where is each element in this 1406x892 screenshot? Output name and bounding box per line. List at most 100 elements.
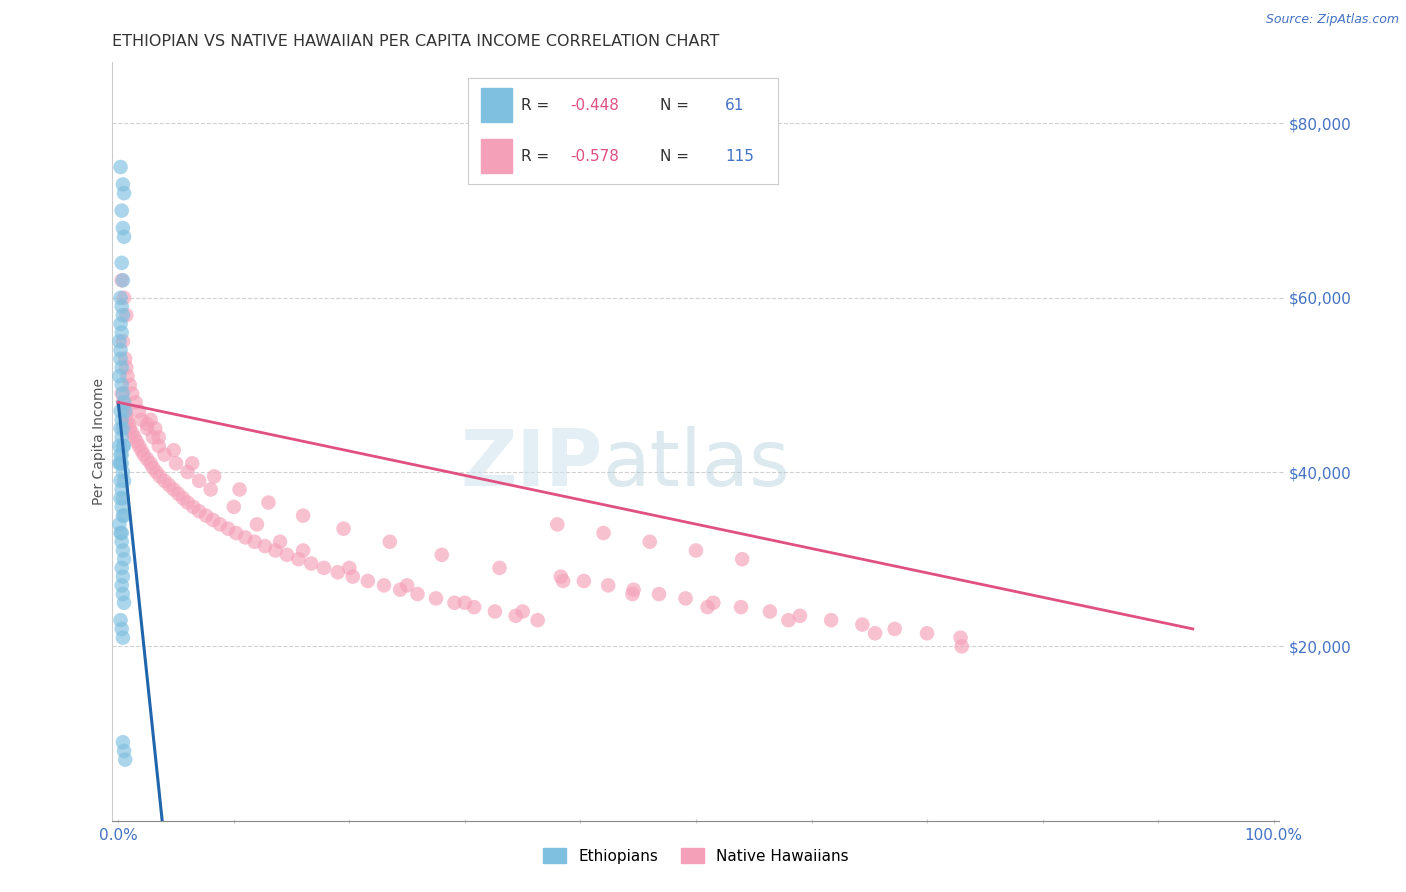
Point	[111, 622, 134, 636]
Point	[759, 605, 782, 619]
Point	[176, 495, 198, 509]
Point	[117, 369, 139, 384]
Point	[425, 591, 447, 606]
Point	[110, 448, 132, 462]
Point	[163, 443, 186, 458]
Point	[253, 539, 276, 553]
Point	[112, 508, 135, 523]
Point	[696, 600, 718, 615]
Point	[202, 469, 225, 483]
Point	[131, 413, 153, 427]
Point	[139, 413, 162, 427]
Point	[378, 534, 401, 549]
Point	[188, 474, 211, 488]
Point	[731, 552, 754, 566]
Point	[396, 578, 419, 592]
Point	[110, 613, 132, 627]
Y-axis label: Per Capita Income: Per Capita Income	[91, 378, 105, 505]
Point	[115, 409, 138, 423]
Point	[118, 417, 141, 431]
Point	[243, 534, 266, 549]
Point	[157, 478, 180, 492]
Point	[111, 395, 134, 409]
Point	[217, 522, 239, 536]
Point	[269, 534, 291, 549]
Point	[851, 617, 873, 632]
Point	[115, 308, 138, 322]
Point	[110, 456, 132, 470]
Point	[136, 417, 159, 431]
Point	[111, 735, 134, 749]
Point	[111, 508, 134, 523]
Point	[128, 439, 150, 453]
Point	[326, 566, 349, 580]
Point	[148, 430, 170, 444]
Point	[228, 483, 250, 497]
Point	[145, 465, 167, 479]
Point	[337, 561, 360, 575]
Point	[292, 543, 315, 558]
Point	[124, 430, 146, 444]
Point	[115, 360, 138, 375]
Point	[108, 517, 131, 532]
Point	[883, 622, 905, 636]
Point	[118, 377, 141, 392]
Point	[863, 626, 886, 640]
Point	[149, 469, 172, 483]
Point	[222, 500, 245, 514]
Point	[148, 439, 170, 453]
Point	[111, 483, 134, 497]
Point	[111, 430, 134, 444]
Point	[112, 400, 135, 414]
Point	[235, 530, 257, 544]
Point	[111, 456, 134, 470]
Point	[111, 377, 134, 392]
Point	[165, 456, 187, 470]
Point	[108, 456, 131, 470]
Point	[117, 413, 139, 427]
Point	[111, 360, 134, 375]
Point	[546, 517, 568, 532]
Point	[111, 439, 134, 453]
Point	[195, 508, 218, 523]
Point	[111, 491, 134, 506]
Point	[111, 421, 134, 435]
Point	[114, 404, 136, 418]
Point	[118, 421, 141, 435]
Point	[332, 522, 354, 536]
Point	[183, 500, 205, 514]
Point	[139, 456, 162, 470]
Point	[110, 160, 132, 174]
Point	[505, 608, 527, 623]
Point	[201, 513, 224, 527]
Point	[730, 600, 752, 615]
Point	[685, 543, 707, 558]
Point	[143, 421, 166, 435]
Point	[111, 448, 134, 462]
Point	[430, 548, 453, 562]
Point	[167, 487, 190, 501]
Point	[111, 465, 134, 479]
Point	[276, 548, 298, 562]
Point	[114, 404, 136, 418]
Point	[820, 613, 842, 627]
Point	[312, 561, 335, 575]
Text: atlas: atlas	[603, 426, 790, 502]
Point	[342, 569, 364, 583]
Point	[110, 404, 132, 418]
Point	[550, 569, 572, 583]
Point	[111, 334, 134, 349]
Point	[112, 439, 135, 453]
Point	[181, 456, 204, 470]
Point	[915, 626, 938, 640]
Point	[108, 439, 131, 453]
Point	[111, 413, 134, 427]
Point	[114, 753, 136, 767]
Point	[128, 404, 150, 418]
Legend: Ethiopians, Native Hawaiians: Ethiopians, Native Hawaiians	[537, 842, 855, 870]
Point	[136, 452, 159, 467]
Point	[110, 351, 132, 366]
Point	[172, 491, 194, 506]
Point	[111, 386, 134, 401]
Point	[112, 229, 135, 244]
